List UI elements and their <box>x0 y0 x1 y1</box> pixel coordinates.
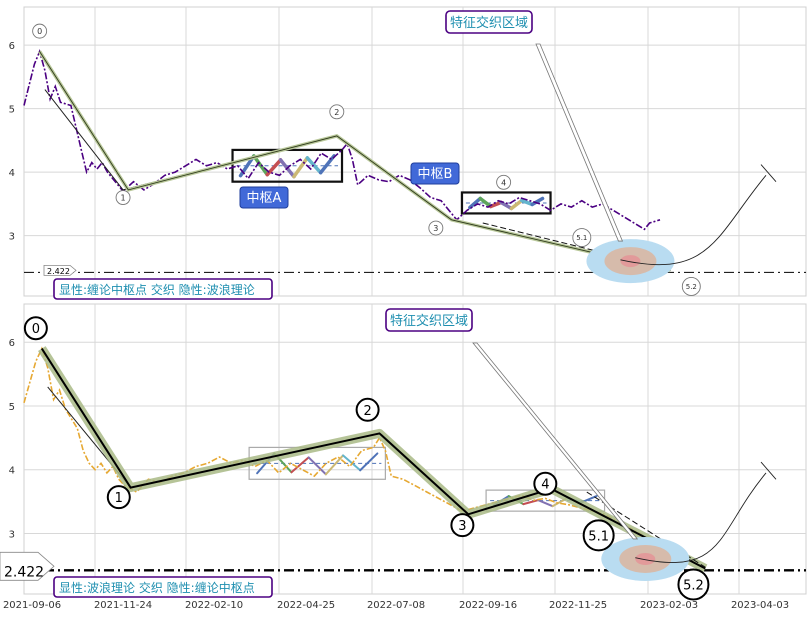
y-tick-label: 3 <box>9 529 15 540</box>
annotation-label: 显性:缠论中枢点 交织 隐性:波浪理论 <box>59 282 255 297</box>
pivot-label: 中枢A <box>247 191 282 206</box>
wave-label: 3 <box>458 519 466 534</box>
pivot-swing-segment <box>478 196 493 209</box>
wave-label-circle <box>23 316 48 341</box>
x-tick-label: 2022-02-10 <box>185 600 243 611</box>
pivot-label: 中枢B <box>418 167 453 182</box>
pivot-swing-segment <box>499 200 514 211</box>
stroke-line <box>39 51 671 272</box>
projection-arc-tip <box>760 164 777 182</box>
wave-label-circle <box>115 190 131 205</box>
projection-arc <box>635 472 767 563</box>
annotation-label: 显性:波浪理论 交织 隐性:缠论中枢点 <box>59 580 255 595</box>
pivot-swing-segment <box>530 196 545 207</box>
pivot-box <box>460 191 552 215</box>
y-tick-label: 6 <box>9 338 15 349</box>
wave-label: 4 <box>501 178 506 187</box>
trend-dashed-line <box>482 222 671 270</box>
pivot-swing-segment <box>290 456 310 474</box>
pivot-swing-segment <box>324 454 345 476</box>
wave-label-circle <box>572 228 592 248</box>
x-tick-label: 2023-02-03 <box>640 600 698 611</box>
x-tick-label: 2022-04-25 <box>277 600 335 611</box>
pivot-swing-segment <box>509 198 524 211</box>
wave-label: 0 <box>32 322 40 337</box>
pivot-label-box <box>410 162 460 185</box>
plot-area <box>23 303 807 595</box>
wave-label: 4 <box>541 478 549 493</box>
x-tick-label: 2021-09-06 <box>3 600 61 611</box>
wave-label-circle <box>106 485 131 510</box>
intersection-area-core <box>620 255 641 268</box>
x-tick-label: 2022-09-16 <box>459 600 517 611</box>
y-tick-label: 3 <box>9 232 15 243</box>
wave-label: 3 <box>433 224 438 233</box>
price-line <box>23 49 661 231</box>
pivot-swing-segment <box>292 156 310 179</box>
pivot-swing-segment <box>305 156 323 175</box>
wave-label: 5.1 <box>588 529 609 544</box>
pivot-swing-segment <box>468 196 483 210</box>
pivot-swing-segment <box>307 456 327 476</box>
pivot-swing-segment <box>488 200 503 209</box>
y-tick-label: 4 <box>9 466 15 477</box>
x-tick-label: 2022-11-25 <box>549 600 607 611</box>
callout-arrow <box>535 43 624 242</box>
wave-label: 1 <box>121 194 126 203</box>
wave-label: 0 <box>37 27 42 36</box>
wave-line <box>40 348 706 570</box>
pivot-swing-segment <box>252 154 269 177</box>
wave-label-circle <box>428 220 444 236</box>
wave-label: 5.2 <box>683 578 704 593</box>
pivot-swing-segment <box>265 158 283 177</box>
level-label-box <box>0 551 55 581</box>
callout-box <box>385 308 473 332</box>
x-tick-label: 2021-11-24 <box>94 600 152 611</box>
callout-arrow <box>472 342 639 540</box>
callout-label: 特征交织区域 <box>390 313 468 329</box>
wave-label-circle <box>582 519 615 552</box>
wave-label-circle <box>533 471 558 496</box>
pivot-swing-segment <box>359 452 379 472</box>
bottom-panel: 3 4 5 6 2021-09-06 2021-11-24 2022-02-10 2022-0… <box>0 303 807 611</box>
wave-label: 2 <box>363 404 371 419</box>
x-tick-label: 2022-07-08 <box>367 600 425 611</box>
wave-label: 1 <box>115 491 123 506</box>
wave-label-circle <box>496 174 512 190</box>
wave-label: 5.1 <box>576 234 587 242</box>
pivot-swing-segment <box>318 154 336 175</box>
wave-label-circle <box>355 397 380 422</box>
y-tick-label: 4 <box>9 168 15 179</box>
wave-label: 2 <box>334 108 339 117</box>
level-label: 2.422 <box>47 267 70 276</box>
pivot-swing-segment <box>522 499 540 506</box>
wave-label: 5.2 <box>686 283 697 291</box>
callout-label: 特征交织区域 <box>450 15 528 31</box>
pivot-label-box <box>239 186 289 209</box>
callout-box <box>445 10 533 34</box>
annotation-box <box>53 576 273 598</box>
plot-area <box>23 6 807 297</box>
y-tick-label: 5 <box>9 105 15 116</box>
wave-label-circle <box>32 23 48 39</box>
intersection-area-core <box>635 552 656 565</box>
pivot-swing-segment <box>520 198 534 207</box>
wave-label-circle <box>681 277 701 296</box>
wave-label-circle <box>329 104 345 120</box>
y-tick-label: 6 <box>9 41 15 52</box>
projection-arc-tip <box>760 461 777 480</box>
level-label-box <box>43 264 77 276</box>
wave-label-circle <box>677 568 710 601</box>
y-tick-label: 5 <box>9 402 15 413</box>
projection-arc <box>620 175 767 265</box>
level-label: 2.422 <box>4 564 44 580</box>
pivot-swing-segment <box>537 499 554 508</box>
wave-label-circle <box>450 513 475 538</box>
x-tick-label: 2023-04-03 <box>731 600 789 611</box>
annotation-box <box>53 278 273 300</box>
